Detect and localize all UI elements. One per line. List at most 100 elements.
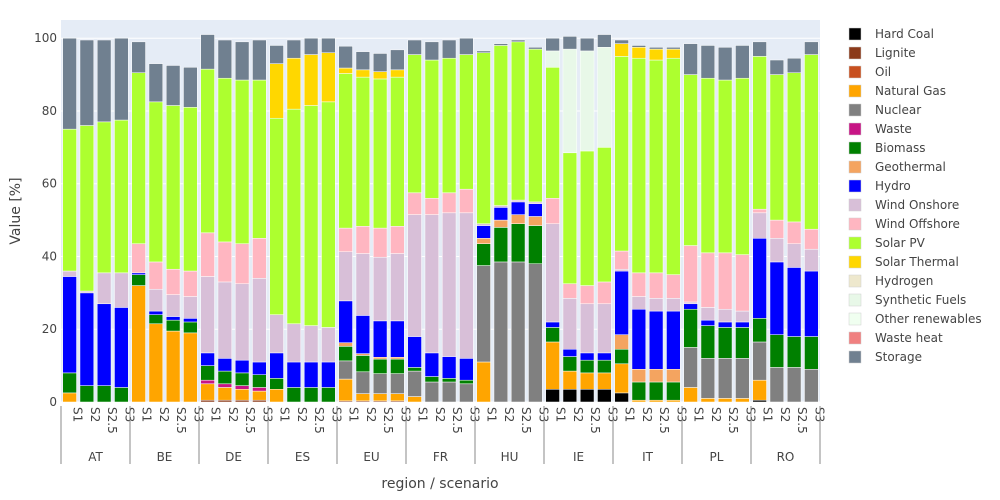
bar-segment <box>666 298 681 312</box>
y-tick-label: 80 <box>42 104 57 118</box>
x-tick-scenario-label: S3 <box>812 407 826 422</box>
bar-segment <box>648 48 664 61</box>
x-axis-title: region / scenario <box>381 476 498 492</box>
bar-segment <box>234 359 250 374</box>
bar-segment <box>286 361 302 388</box>
bar-segment <box>752 399 767 403</box>
x-tick-scenario-label: S2.5 <box>588 407 602 434</box>
bar-segment <box>562 298 578 350</box>
bar-segment <box>510 214 526 224</box>
bar-segment <box>96 272 112 305</box>
bar-segment <box>390 226 405 254</box>
x-tick-region-label: IE <box>573 450 584 464</box>
legend-label: Waste heat <box>875 331 943 345</box>
bar-segment <box>79 39 95 126</box>
x-tick-scenario-label: S2 <box>571 407 585 422</box>
bar-segment <box>407 367 422 372</box>
bar-segment <box>355 76 371 227</box>
bar-segment <box>769 59 785 75</box>
bar-segment <box>666 274 681 299</box>
legend-swatch <box>848 179 862 193</box>
x-tick-scenario-label: S3 <box>122 407 136 422</box>
x-tick-region-label: HU <box>501 450 519 464</box>
x-tick-scenario-label: S2 <box>778 407 792 422</box>
legend-label: Hydro <box>875 179 911 193</box>
x-tick-scenario-label: S1 <box>278 407 292 422</box>
bar-segment <box>735 45 750 79</box>
bar-segment <box>303 105 319 326</box>
bar-segment <box>424 59 440 199</box>
x-tick-region-label: PL <box>710 450 724 464</box>
bar-segment <box>62 270 77 277</box>
bar-segment <box>786 57 802 74</box>
bar-segment <box>735 310 750 323</box>
bar-segment <box>79 290 95 294</box>
bar-segment <box>355 353 371 356</box>
x-tick-scenario-label: S1 <box>347 407 361 422</box>
bar-segment <box>269 378 284 390</box>
bar-segment <box>648 272 664 299</box>
bar-segment <box>683 74 698 246</box>
bars <box>62 34 819 403</box>
bar-segment <box>424 352 440 377</box>
y-axis-title: Value [%] <box>8 177 24 244</box>
bar-segment <box>545 389 560 403</box>
legend-label: Nuclear <box>875 103 921 117</box>
bar-segment <box>752 341 767 381</box>
x-tick-region-label: BE <box>157 450 173 464</box>
bar-segment <box>735 254 750 312</box>
x-tick-region-label: AT <box>88 450 103 464</box>
bar-segment <box>338 360 353 380</box>
bar-segment <box>355 226 371 254</box>
bar-segment <box>648 310 664 370</box>
bar-segment <box>579 285 595 305</box>
bar-segment <box>234 385 250 390</box>
bar-segment <box>148 323 164 403</box>
x-tick-scenario-label: S1 <box>692 407 706 422</box>
bar-segment <box>528 201 543 204</box>
bar-segment <box>648 381 664 401</box>
bar-segment <box>390 76 405 227</box>
bar-segment <box>407 214 422 337</box>
bar-segment <box>252 238 267 279</box>
bar-segment <box>666 399 681 403</box>
bar-segment <box>683 387 698 403</box>
bar-segment <box>355 315 371 354</box>
x-tick-scenario-label: S1 <box>209 407 223 422</box>
bar-segment <box>648 47 664 50</box>
bar-segment <box>338 227 353 252</box>
bar-segment <box>217 387 233 401</box>
legend-label: Oil <box>875 65 891 79</box>
bar-segment <box>614 250 629 270</box>
bar-segment <box>545 321 560 328</box>
bar-segment <box>407 192 422 215</box>
bar-segment <box>372 358 388 374</box>
bar-segment <box>597 47 612 148</box>
bar-segment <box>148 63 164 103</box>
bar-segment <box>252 374 267 388</box>
bar-segment <box>717 358 733 399</box>
bar-segment <box>562 389 578 403</box>
bar-segment <box>424 214 440 354</box>
legend-swatch <box>848 84 862 98</box>
legend-label: Geothermal <box>875 160 946 174</box>
bar-segment <box>148 101 164 263</box>
bar-segment <box>700 319 716 326</box>
bar-segment <box>62 372 77 394</box>
bar-segment <box>200 352 215 366</box>
legend-swatch <box>848 46 862 60</box>
bar-segment <box>407 396 422 403</box>
bar-segment <box>614 56 629 252</box>
bar-segment <box>96 303 112 386</box>
bar-segment <box>786 243 802 268</box>
bar-segment <box>735 358 750 399</box>
bar-segment <box>476 52 491 224</box>
bar-segment <box>614 392 629 403</box>
bar-segment <box>545 223 560 323</box>
bar-segment <box>769 367 785 403</box>
bar-segment <box>752 56 767 210</box>
x-tick-scenario-label: S1 <box>71 407 85 422</box>
x-tick-region-label: DE <box>225 450 242 464</box>
x-tick-scenario-label: S3 <box>260 407 274 422</box>
bar-segment <box>717 327 733 359</box>
